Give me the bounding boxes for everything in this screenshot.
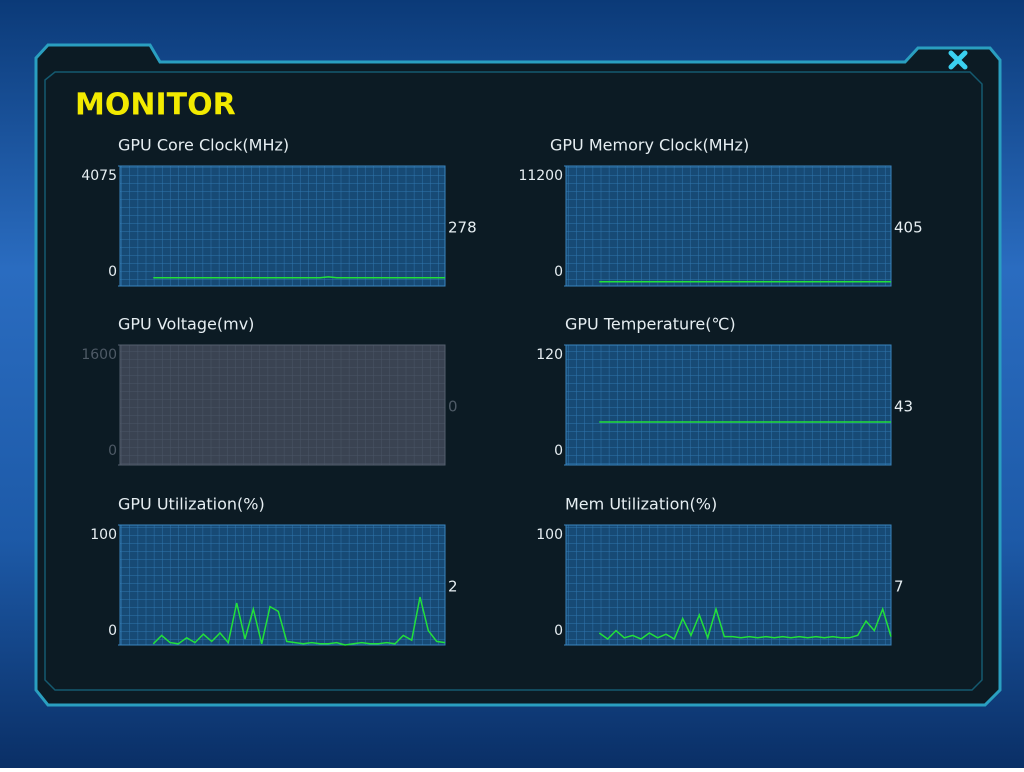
chart-title: GPU Voltage(mv): [118, 315, 254, 334]
close-button[interactable]: [948, 50, 968, 70]
chart-title: GPU Utilization(%): [118, 495, 265, 514]
data-line: [598, 606, 892, 641]
plot-grid: [565, 524, 892, 646]
y-tick-label: 120: [536, 347, 563, 363]
current-value: 43: [894, 398, 913, 416]
plot-grid: [565, 344, 892, 466]
y-tick-label: 100: [536, 527, 563, 543]
chart-title: GPU Core Clock(MHz): [118, 136, 289, 155]
current-value: 2: [448, 578, 458, 596]
y-tick-label: 0: [554, 264, 563, 280]
chart-title: GPU Memory Clock(MHz): [550, 136, 749, 155]
y-tick-label: 0: [108, 443, 117, 459]
current-value: 278: [448, 219, 477, 237]
y-tick-label: 0: [554, 443, 563, 459]
window-inner-border: [44, 71, 983, 691]
chart-title: GPU Temperature(℃): [565, 315, 736, 334]
y-tick-label: 1600: [81, 347, 117, 363]
y-tick-label: 100: [90, 527, 117, 543]
current-value: 7: [894, 578, 904, 596]
plot-grid: [119, 344, 446, 466]
data-line: [152, 596, 446, 646]
y-tick-label: 0: [554, 623, 563, 639]
y-tick-label: 0: [108, 264, 117, 280]
y-tick-label: 11200: [518, 168, 563, 184]
y-tick-label: 4075: [81, 168, 117, 184]
current-value: 0: [448, 398, 458, 416]
data-line: [153, 276, 445, 279]
window-title: MONITOR: [75, 88, 236, 123]
y-tick-label: 0: [108, 623, 117, 639]
plot-grid: [565, 165, 892, 287]
chart-title: Mem Utilization(%): [565, 495, 717, 514]
plot-grid: [119, 165, 446, 287]
current-value: 405: [894, 219, 923, 237]
